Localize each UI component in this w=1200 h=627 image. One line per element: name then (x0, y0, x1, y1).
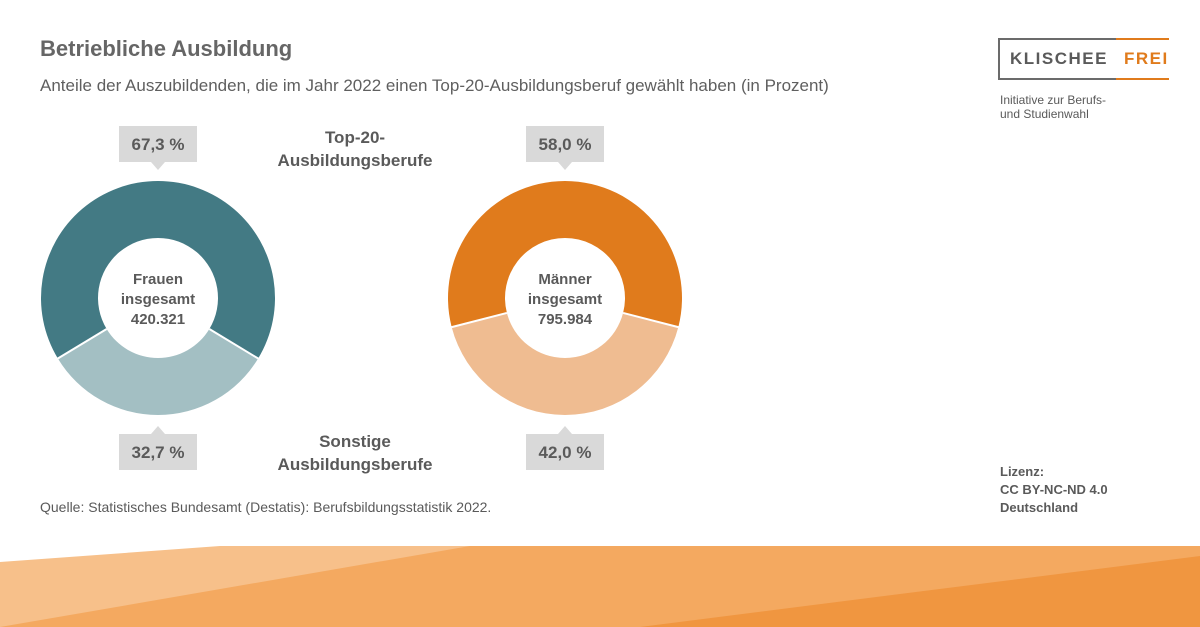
callout-maenner-top20: 58,0 % (526, 126, 604, 170)
callout-frauen-top20-text: 67,3 % (132, 135, 185, 154)
footer-band-dark (640, 556, 1200, 627)
license-line3: Deutschland (1000, 500, 1079, 515)
donut-maenner: Männer insgesamt 795.984 58,0 % 42,0 % (448, 126, 682, 470)
legend-top-line1: Top-20- (324, 128, 386, 147)
legend-bottom-line2: Ausbildungsberufe (277, 455, 433, 474)
page-subtitle: Anteile der Auszubildenden, die im Jahr … (40, 76, 829, 95)
slice-maenner-top20 (448, 180, 682, 328)
center-label-maenner-2: 795.984 (538, 311, 593, 328)
callout-frauen-sonstige-pointer (151, 426, 165, 434)
klischee-frei-logo: KLISCHEE FREI (998, 38, 1169, 80)
slice-frauen-sonstige (57, 329, 259, 415)
center-label-maenner-1: insgesamt (528, 291, 602, 308)
callout-maenner-sonstige-box (526, 434, 604, 470)
license-note: Lizenz: CC BY-NC-ND 4.0 Deutschland (1000, 463, 1140, 517)
callout-maenner-sonstige-pointer (558, 426, 572, 434)
slice-frauen-top20 (40, 181, 276, 359)
logo-tagline-line2: und Studienwahl (1000, 107, 1089, 121)
donut-frauen: Frauen insgesamt 420.321 67,3 % 32,7 % (40, 126, 276, 470)
callout-maenner-sonstige-text: 42,0 % (539, 443, 592, 462)
callout-frauen-sonstige-box (119, 434, 197, 470)
center-label-frauen-1: insgesamt (121, 291, 195, 308)
callout-maenner-top20-pointer (558, 162, 572, 170)
legend-top-line2: Ausbildungsberufe (277, 151, 433, 170)
center-label-frauen-2: 420.321 (131, 311, 185, 328)
slice-separator-maenner-1 (622, 311, 680, 329)
license-line2: CC BY-NC-ND 4.0 (1000, 482, 1108, 497)
center-label-maenner-0: Männer (538, 271, 592, 288)
callout-frauen-sonstige-text: 32,7 % (132, 443, 185, 462)
page-title: Betriebliche Ausbildung (40, 36, 293, 61)
slice-separator-frauen-1 (208, 328, 260, 360)
legend-bottom-line1: Sonstige (319, 432, 391, 451)
legend-bottom-label: Sonstige Ausbildungsberufe (255, 430, 455, 476)
footer-decoration (0, 546, 1200, 627)
slice-maenner-sonstige (451, 312, 679, 415)
logo-text-right: FREI (1115, 38, 1169, 80)
callout-frauen-top20: 67,3 % (119, 126, 197, 170)
logo-tagline-line1: Initiative zur Berufs- (1000, 93, 1107, 107)
legend-top-label: Top-20- Ausbildungsberufe (255, 126, 455, 172)
logo-tagline: Initiative zur Berufs- und Studienwahl (1000, 93, 1140, 121)
callout-frauen-top20-box (119, 126, 197, 162)
callout-maenner-top20-text: 58,0 % (539, 135, 592, 154)
callout-frauen-sonstige: 32,7 % (119, 426, 197, 470)
slice-separator-frauen-0 (56, 328, 108, 360)
source-note: Quelle: Statistisches Bundesamt (Destati… (40, 499, 492, 515)
center-label-frauen-0: Frauen (133, 271, 183, 288)
callout-maenner-top20-box (526, 126, 604, 162)
callout-frauen-top20-pointer (151, 162, 165, 170)
callout-maenner-sonstige: 42,0 % (526, 426, 604, 470)
slice-separator-maenner-0 (450, 311, 508, 329)
license-line1: Lizenz: (1000, 464, 1045, 479)
logo-text-left: KLISCHEE (998, 38, 1116, 80)
donut-charts: Frauen insgesamt 420.321 67,3 % 32,7 % Männer… (40, 126, 682, 470)
